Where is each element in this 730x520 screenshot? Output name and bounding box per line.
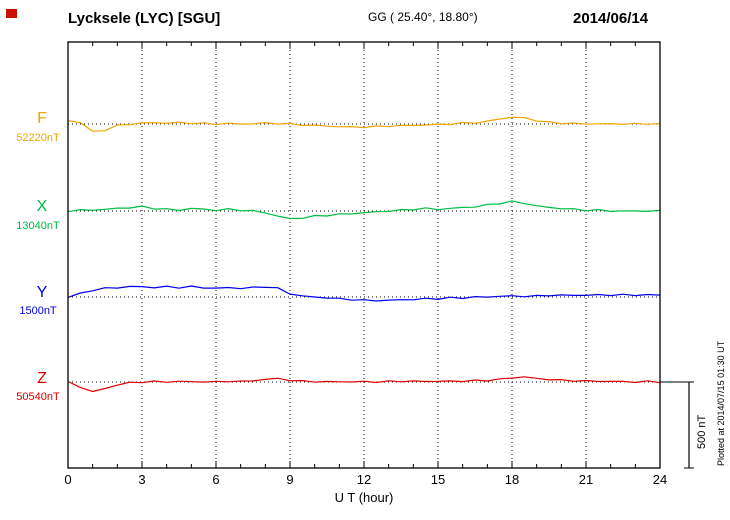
series-label-X: X <box>37 198 48 215</box>
coordinates-label: GG ( 25.40°, 18.80°) <box>368 10 478 24</box>
x-tick-0: 0 <box>64 472 71 487</box>
series-label-F: F <box>37 110 47 127</box>
scale-bar-label: 500 nT <box>696 414 708 449</box>
x-tick-9: 9 <box>286 472 293 487</box>
x-tick-18: 18 <box>505 472 519 487</box>
red-marker-icon <box>6 9 17 18</box>
station-title: Lycksele (LYC) [SGU] <box>68 10 220 27</box>
series-baseline-X: 13040nT <box>16 220 60 232</box>
series-label-Z: Z <box>37 370 47 387</box>
x-tick-6: 6 <box>212 472 219 487</box>
series-label-Y: Y <box>37 284 48 301</box>
plot-generated-layer <box>67 42 694 469</box>
plotted-at-note: Plotted at 2014/07/15 01:30 UT <box>716 340 726 466</box>
series-baseline-Y: 1500nT <box>19 305 57 317</box>
x-tick-12: 12 <box>357 472 371 487</box>
x-tick-21: 21 <box>579 472 593 487</box>
x-tick-24: 24 <box>653 472 667 487</box>
plot-frame <box>67 41 661 469</box>
series-baseline-F: 52220nT <box>16 132 60 144</box>
x-tick-3: 3 <box>138 472 145 487</box>
x-axis-label: U T (hour) <box>335 490 394 505</box>
x-tick-15: 15 <box>431 472 445 487</box>
date-label: 2014/06/14 <box>573 10 649 27</box>
series-baseline-Z: 50540nT <box>16 391 60 403</box>
